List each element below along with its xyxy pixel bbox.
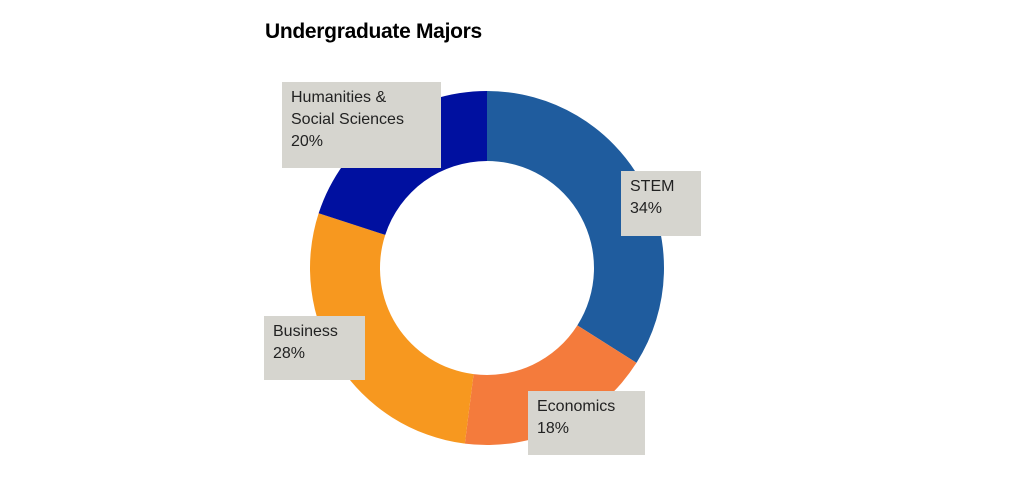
slice-label: STEM 34% — [621, 171, 701, 236]
slice-category-label: Humanities & Social Sciences — [291, 89, 404, 128]
slice-category-label: Economics — [537, 398, 616, 415]
pie-slice — [309, 213, 474, 444]
slice-value-label: 18% — [537, 420, 570, 437]
chart-title: Undergraduate Majors — [265, 20, 482, 43]
slice-category-label: Business — [273, 323, 338, 340]
slice-category-label: STEM — [630, 178, 675, 195]
slice-value-label: 28% — [273, 345, 306, 362]
slice-label: Humanities & Social Sciences 20% — [282, 82, 441, 168]
slice-label: Economics 18% — [528, 391, 645, 455]
slice-value-label: 20% — [291, 133, 324, 150]
pie-slice — [464, 325, 637, 446]
slice-value-label: 34% — [630, 200, 663, 217]
pie-slice — [487, 91, 664, 363]
slice-label: Business 28% — [264, 316, 365, 380]
